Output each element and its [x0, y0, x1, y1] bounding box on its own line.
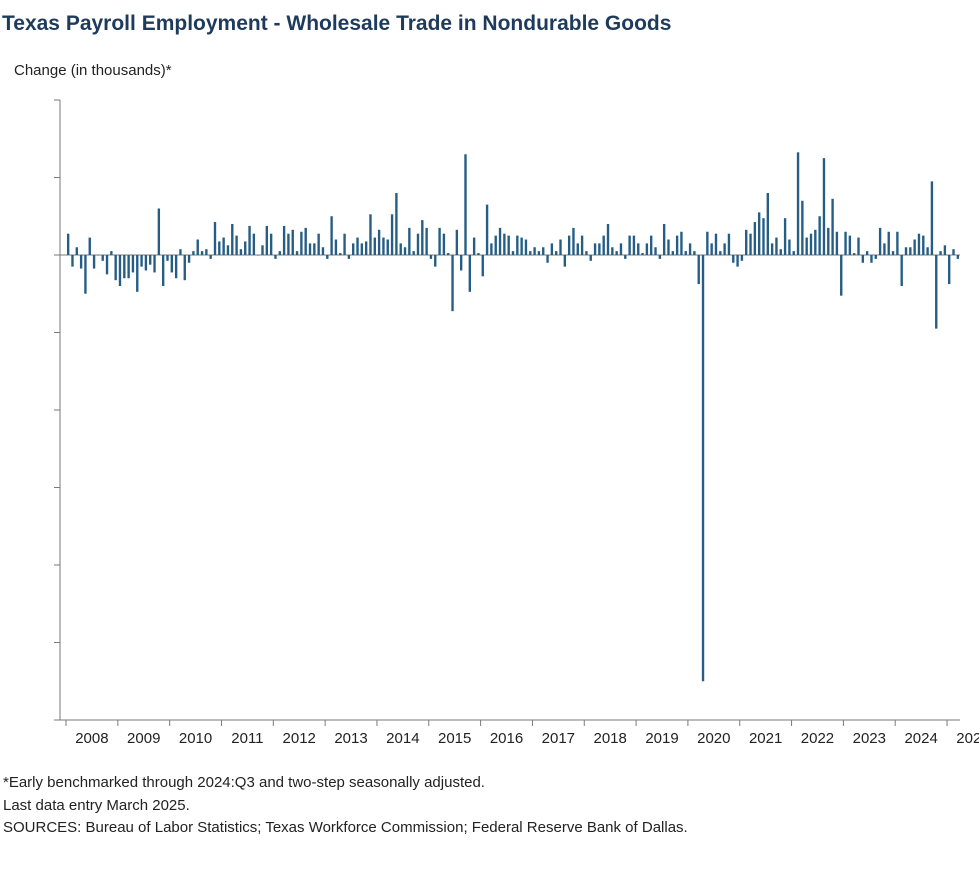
footnote: *Early benchmarked through 2024:Q3 and t…	[3, 772, 688, 840]
footnote-line-3: SOURCES: Bureau of Labor Statistics; Tex…	[3, 817, 688, 840]
footnote-line-1: *Early benchmarked through 2024:Q3 and t…	[3, 772, 688, 795]
footnote-line-2: Last data entry March 2025.	[3, 795, 688, 818]
